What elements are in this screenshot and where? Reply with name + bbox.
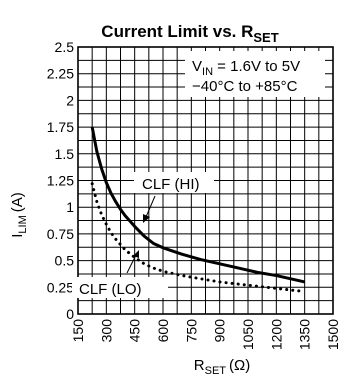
arrow-clf-hi-head bbox=[143, 214, 150, 223]
x-tick-label: 150 bbox=[70, 319, 86, 343]
x-tick-label: 900 bbox=[212, 319, 228, 343]
label-clf-hi: CLF (HI) bbox=[134, 172, 214, 223]
series-line-clf-hi bbox=[90, 126, 306, 284]
x-tick-labels: 150 300 450 600 750 900 1050 1200 1350 1500 bbox=[70, 319, 341, 350]
y-tick-label: 1.75 bbox=[47, 119, 74, 135]
series-line-clf-lo bbox=[90, 182, 307, 294]
y-tick-label: 2.5 bbox=[55, 39, 75, 55]
y-tick-label: 2 bbox=[66, 92, 74, 108]
x-tick-label: 450 bbox=[127, 319, 143, 343]
conditions-line-1: VIN = 1.6V to 5V bbox=[192, 58, 300, 78]
series-lines bbox=[90, 126, 307, 294]
chart-title: Current Limit vs. RSET bbox=[101, 22, 278, 45]
y-tick-label: 0 bbox=[66, 306, 74, 322]
conditions-line-2: −40°C to +85°C bbox=[192, 78, 298, 95]
label-clf-hi-bg bbox=[134, 172, 214, 193]
y-tick-label: 1 bbox=[66, 199, 74, 215]
arrow-clf-lo-shaft bbox=[126, 254, 137, 274]
y-tick-label: 1.5 bbox=[55, 146, 75, 162]
plot-frame bbox=[77, 46, 334, 315]
x-tick-label: 750 bbox=[183, 319, 199, 343]
label-clf-lo-bg bbox=[72, 277, 168, 298]
arrow-clf-lo-head bbox=[133, 250, 139, 258]
conditions-box: VIN = 1.6V to 5V −40°C to +85°C bbox=[185, 51, 325, 97]
x-tick-label: 600 bbox=[155, 319, 171, 343]
y-tick-label: 0.25 bbox=[47, 279, 74, 295]
y-tick-label: 1.25 bbox=[47, 173, 74, 189]
y-tick-labels: 0 0.25 0.5 0.75 1 1.25 1.5 1.75 2 2.25 2.5 bbox=[47, 39, 74, 322]
label-clf-lo-text: CLF (LO) bbox=[79, 281, 142, 298]
label-clf-hi-text: CLF (HI) bbox=[142, 176, 200, 193]
y-tick-label: 2.25 bbox=[47, 66, 74, 82]
x-axis-label: RSET (Ω) bbox=[194, 357, 250, 377]
chart-title-main: Current Limit vs. R bbox=[101, 22, 253, 41]
y-tick-label: 0.5 bbox=[55, 253, 75, 269]
x-tick-label: 1500 bbox=[325, 319, 341, 350]
y-axis-label: ILIM(A) bbox=[9, 192, 29, 238]
x-tick-label: 300 bbox=[98, 319, 114, 343]
x-tick-label: 1050 bbox=[240, 319, 256, 350]
y-tick-label: 0.75 bbox=[47, 226, 74, 242]
x-tick-label: 1200 bbox=[268, 319, 284, 350]
conditions-box-bg bbox=[185, 51, 325, 97]
chart-title-subscript: SET bbox=[253, 30, 278, 45]
label-clf-lo: CLF (LO) bbox=[72, 250, 168, 298]
arrow-clf-hi-shaft bbox=[145, 195, 156, 218]
x-tick-label: 1350 bbox=[297, 319, 313, 350]
